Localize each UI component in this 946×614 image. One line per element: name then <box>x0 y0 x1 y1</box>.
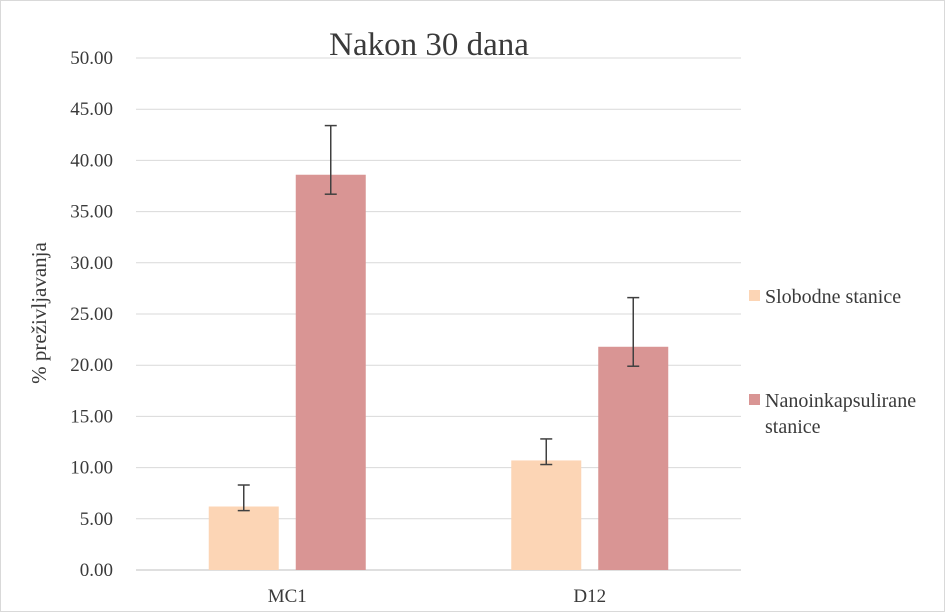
y-tick-label: 10.00 <box>70 458 113 479</box>
error-bar <box>237 484 250 512</box>
y-axis-label: % preživljavanja <box>27 241 51 383</box>
legend-swatch <box>749 394 760 405</box>
legend: Slobodne stanice Nanoinkapsulirane stanice <box>749 286 916 438</box>
bar-d12-series-2 <box>598 346 669 570</box>
bar-d12-series-1 <box>511 460 582 570</box>
error-bars <box>237 124 640 512</box>
x-tick-label: MC1 <box>268 586 307 607</box>
y-tick-label: 15.00 <box>70 406 113 427</box>
y-tick-label: 5.00 <box>80 509 113 530</box>
legend-swatch <box>749 290 760 301</box>
y-tick-label: 45.00 <box>70 99 113 120</box>
y-tick-label: 0.00 <box>80 560 113 581</box>
y-tick-label: 50.00 <box>70 48 113 69</box>
bar-mc1-series-1 <box>208 506 279 570</box>
y-tick-label: 35.00 <box>70 202 113 223</box>
legend-label: Slobodne stanice <box>765 286 901 308</box>
x-tick-label: D12 <box>573 586 606 607</box>
bar-mc1-series-2 <box>295 174 366 570</box>
legend-item: Slobodne stanice <box>749 286 901 308</box>
chart-title: Nakon 30 dana <box>329 27 529 63</box>
legend-item: Nanoinkapsulirane stanice <box>749 390 916 438</box>
legend-label: Nanoinkapsulirane <box>765 390 916 412</box>
y-tick-label: 40.00 <box>70 150 113 171</box>
error-bar <box>324 124 337 195</box>
error-bar <box>540 438 553 466</box>
y-tick-label: 25.00 <box>70 304 113 325</box>
legend-label: stanice <box>765 416 821 438</box>
y-tick-label: 20.00 <box>70 355 113 376</box>
y-tick-label: 30.00 <box>70 253 113 274</box>
x-tick-labels: MC1 D12 <box>268 586 606 607</box>
y-tick-labels: 0.00 5.00 10.00 15.00 20.00 25.00 30.00 35.00 40… <box>70 48 113 581</box>
error-bar <box>627 296 640 367</box>
bars <box>208 174 669 570</box>
